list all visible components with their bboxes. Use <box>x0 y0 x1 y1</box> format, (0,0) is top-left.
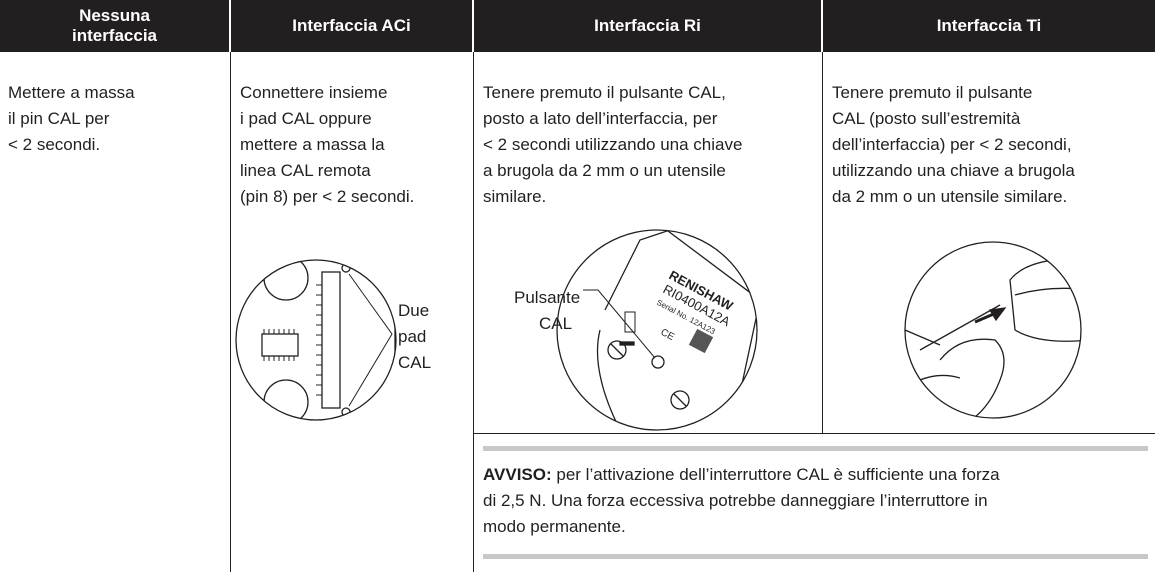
notice-rule <box>483 554 1148 559</box>
column-rule <box>473 52 474 572</box>
notice-rule <box>483 446 1148 451</box>
figure-label: CAL <box>539 314 572 333</box>
text-line: posto a lato dell’interfaccia, per <box>483 109 718 128</box>
text-line: Mettere a massa <box>8 83 135 102</box>
text-line: Interfaccia ACi <box>292 16 411 35</box>
text-line: utilizzando una chiave a brugola <box>832 161 1075 180</box>
text-line: dell’interfaccia) per < 2 secondi, <box>832 135 1072 154</box>
column-rule <box>230 52 231 572</box>
figure-label: Due <box>398 301 429 320</box>
device-mark: CE <box>659 327 677 343</box>
text-line: Tenere premuto il pulsante <box>832 83 1033 102</box>
cell-text: Connettere insieme i pad CAL oppure metter… <box>240 80 414 210</box>
header-cell: Interfaccia ACi <box>231 0 472 52</box>
text-line: CAL (posto sull’estremità <box>832 109 1021 128</box>
text-line: da 2 mm o un utensile similare. <box>832 187 1068 206</box>
text-line: < 2 secondi. <box>8 135 101 154</box>
text-line: < 2 secondi utilizzando una chiave <box>483 135 743 154</box>
row-rule <box>473 433 1155 434</box>
text-line: a brugola da 2 mm o un utensile <box>483 161 726 180</box>
cell-text: Tenere premuto il pulsante CAL, posto a l… <box>483 80 742 210</box>
text-line: i pad CAL oppure <box>240 109 372 128</box>
notice-line: modo permanente. <box>483 517 626 536</box>
figure-label: pad <box>398 327 426 346</box>
text-line: similare. <box>483 187 547 206</box>
aci-figure <box>235 259 397 421</box>
ri-figure: RENISHAW RI0400A12A Serial No. 12A123 CE <box>556 229 758 431</box>
notice: AVVISO: per l’attivazione dell’interrutt… <box>483 462 1000 540</box>
notice-text: per l’attivazione dell’interruttore CAL … <box>556 465 1000 484</box>
notice-line: AVVISO: per l’attivazione dell’interrutt… <box>483 462 1000 488</box>
header-cell: Interfaccia Ri <box>474 0 821 52</box>
text-line: il pin CAL per <box>8 109 110 128</box>
text-line: Interfaccia Ti <box>936 16 1042 35</box>
text-line: (pin 8) per < 2 secondi. <box>240 187 415 206</box>
text-line: mettere a massa la <box>240 135 385 154</box>
text-line: Nessuna <box>79 6 150 25</box>
text-line: Connettere insieme <box>240 83 388 102</box>
figure-label: Pulsante <box>514 288 580 307</box>
header-cell: Interfaccia Ti <box>823 0 1155 52</box>
cell-text: Tenere premuto il pulsante CAL (posto sul… <box>832 80 1075 210</box>
cell-text: Mettere a massa il pin CAL per < 2 secondi… <box>8 80 135 158</box>
notice-lead: AVVISO: <box>483 465 552 484</box>
header-cell: Nessuna interfaccia <box>0 0 229 52</box>
figure-label: CAL <box>398 353 431 372</box>
text-line: Tenere premuto il pulsante CAL, <box>483 83 726 102</box>
ti-figure <box>904 241 1082 419</box>
column-rule <box>822 52 823 433</box>
text-line: interfaccia <box>71 26 158 45</box>
notice-line: di 2,5 N. Una forza eccessiva potrebbe d… <box>483 491 988 510</box>
text-line: Interfaccia Ri <box>594 16 701 35</box>
text-line: linea CAL remota <box>240 161 371 180</box>
